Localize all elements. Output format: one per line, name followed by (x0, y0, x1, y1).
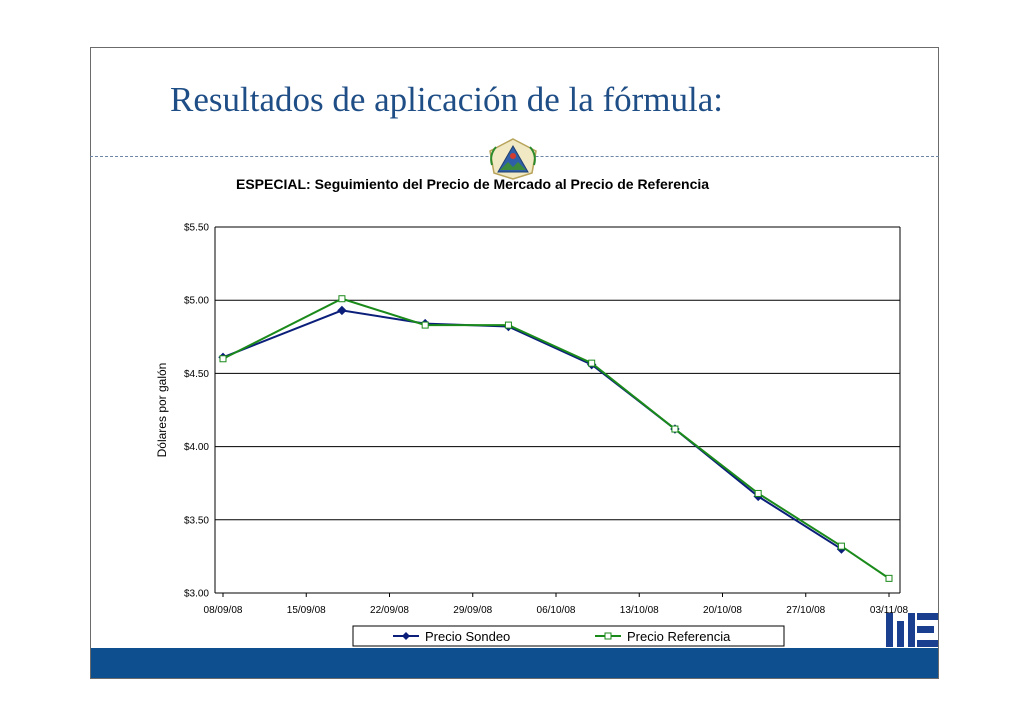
x-tick-label: 29/09/08 (453, 605, 492, 616)
legend-label: Precio Referencia (627, 629, 731, 644)
legend-box (352, 625, 785, 647)
ministerio-economia-logo-icon (886, 613, 938, 647)
footer-bar (91, 648, 938, 678)
data-point-referencia (588, 359, 596, 367)
y-tick-label: $5.00 (184, 296, 209, 307)
y-tick-label: $4.00 (184, 442, 209, 453)
x-tick-label: 27/10/08 (786, 605, 825, 616)
legend-marker (402, 632, 410, 640)
x-tick-label: 20/10/08 (703, 605, 742, 616)
legend-label: Precio Sondeo (425, 629, 510, 644)
x-tick-label: 06/10/08 (537, 605, 576, 616)
y-tick-label: $4.50 (184, 369, 209, 380)
y-tick-label: $5.50 (184, 223, 209, 234)
y-tick-label: $3.50 (184, 515, 209, 526)
chart-title: ESPECIAL: Seguimiento del Precio de Merc… (236, 176, 710, 192)
data-point-sondeo (337, 305, 347, 316)
x-tick-label: 08/09/08 (204, 605, 243, 616)
data-point-referencia (338, 295, 346, 303)
data-point-referencia (421, 321, 429, 329)
data-point-referencia (837, 542, 845, 550)
legend-marker (604, 632, 612, 640)
slide-title: Resultados de aplicación de la fórmula: (170, 80, 724, 119)
x-tick-label: 15/09/08 (287, 605, 326, 616)
data-point-referencia (671, 425, 679, 433)
data-point-referencia (885, 574, 893, 582)
x-tick-label: 22/09/08 (370, 605, 409, 616)
series-line-referencia (222, 297, 890, 580)
data-point-referencia (219, 355, 227, 363)
series-line-sondeo (222, 309, 842, 550)
slide-frame (90, 47, 939, 679)
x-tick-label: 03/11/08 (870, 605, 909, 616)
data-point-referencia (504, 321, 512, 329)
y-tick-label: $3.00 (184, 589, 209, 600)
data-point-referencia (754, 489, 762, 497)
x-tick-label: 13/10/08 (620, 605, 659, 616)
el-salvador-coat-of-arms-icon (489, 138, 537, 180)
